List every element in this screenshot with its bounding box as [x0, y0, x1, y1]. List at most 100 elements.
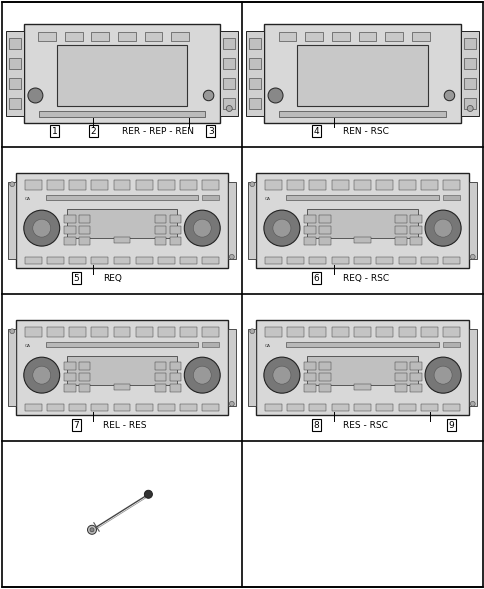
Bar [264, 257, 281, 264]
Bar [78, 226, 90, 234]
Bar [227, 182, 236, 259]
Bar [309, 180, 326, 190]
Text: CA: CA [265, 197, 271, 201]
Text: RER - REP - REN: RER - REP - REN [122, 127, 194, 135]
Bar [287, 327, 303, 337]
Bar [398, 257, 415, 264]
Bar [420, 180, 437, 190]
Bar [154, 226, 166, 234]
Bar [331, 404, 348, 412]
Bar [394, 384, 406, 392]
Circle shape [249, 329, 254, 333]
Bar [303, 215, 315, 223]
Bar [303, 362, 315, 370]
Bar [65, 32, 82, 41]
Circle shape [469, 402, 474, 406]
Bar [353, 327, 370, 337]
Bar [331, 257, 348, 264]
Bar [331, 180, 348, 190]
Bar [303, 373, 315, 381]
Bar [202, 257, 219, 264]
Bar [442, 342, 459, 348]
Text: 1: 1 [52, 127, 58, 135]
Bar [136, 404, 152, 412]
Circle shape [10, 329, 15, 333]
Bar [278, 32, 296, 41]
Bar [57, 45, 186, 107]
Bar [353, 384, 370, 391]
Bar [223, 38, 235, 49]
Bar [202, 404, 219, 412]
Bar [409, 226, 421, 234]
Bar [420, 327, 437, 337]
Bar [46, 342, 197, 348]
Bar [287, 404, 303, 412]
Bar [303, 226, 315, 234]
Bar [223, 58, 235, 69]
Circle shape [33, 366, 51, 384]
Bar [136, 180, 152, 190]
Bar [223, 78, 235, 89]
Bar [180, 327, 197, 337]
Bar [69, 257, 86, 264]
Bar [220, 31, 238, 116]
Bar [307, 209, 417, 238]
Bar [394, 226, 406, 234]
Bar [202, 195, 219, 200]
Bar [264, 404, 281, 412]
Circle shape [24, 210, 60, 246]
Text: 3: 3 [208, 127, 213, 135]
Bar [69, 327, 86, 337]
Text: 8: 8 [313, 421, 319, 429]
Circle shape [28, 88, 43, 103]
Bar [394, 373, 406, 381]
Bar [154, 362, 166, 370]
Circle shape [203, 90, 213, 101]
Bar [25, 404, 42, 412]
Bar [202, 327, 219, 337]
Bar [154, 373, 166, 381]
Bar [409, 215, 421, 223]
Text: 5: 5 [74, 273, 79, 283]
Circle shape [433, 219, 451, 237]
Bar [67, 209, 177, 238]
Circle shape [184, 210, 220, 246]
Bar [247, 182, 256, 259]
Bar [91, 257, 108, 264]
Text: 6: 6 [313, 273, 319, 283]
Circle shape [263, 210, 299, 246]
Circle shape [424, 210, 460, 246]
Bar [248, 58, 260, 69]
Bar [64, 215, 76, 223]
Bar [318, 362, 330, 370]
Bar [9, 58, 21, 69]
Bar [304, 32, 322, 41]
Bar [248, 78, 260, 89]
Bar [309, 404, 326, 412]
Bar [353, 180, 370, 190]
Bar [287, 257, 303, 264]
Bar [307, 356, 417, 385]
Bar [245, 31, 263, 116]
Circle shape [226, 105, 232, 111]
Bar [398, 180, 415, 190]
Bar [169, 384, 181, 392]
Bar [169, 237, 181, 245]
Bar [409, 362, 421, 370]
Text: REQ - RSC: REQ - RSC [343, 273, 389, 283]
Circle shape [229, 402, 234, 406]
Circle shape [466, 105, 472, 111]
Bar [297, 45, 427, 107]
Bar [463, 38, 475, 49]
Bar [227, 329, 236, 406]
Bar [303, 384, 315, 392]
Bar [180, 180, 197, 190]
Bar [353, 237, 370, 243]
Bar [358, 32, 376, 41]
Bar [24, 24, 220, 124]
Circle shape [90, 528, 94, 532]
Bar [286, 195, 438, 200]
Text: CA: CA [25, 344, 31, 348]
Bar [9, 78, 21, 89]
Bar [279, 111, 445, 117]
